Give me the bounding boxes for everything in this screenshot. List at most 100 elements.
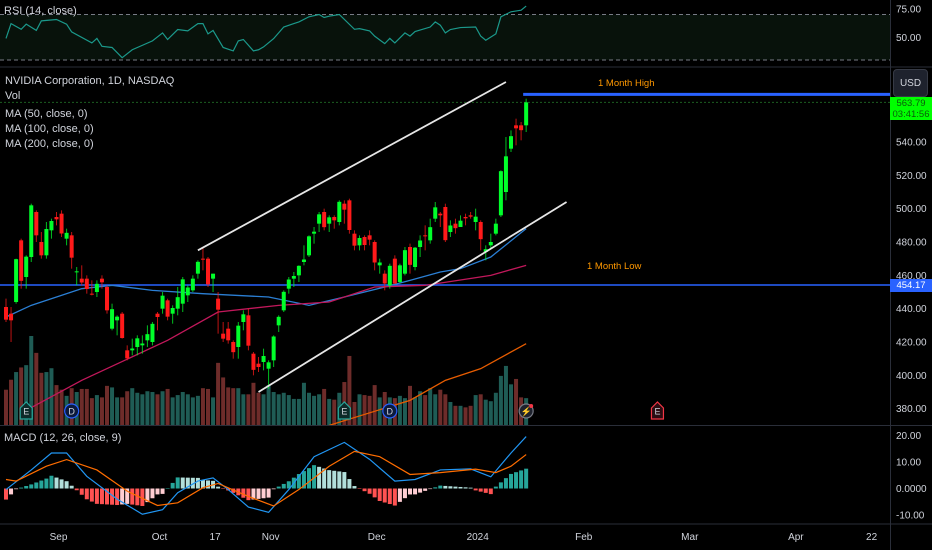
event-earnings[interactable]: E [337,401,351,420]
candle[interactable] [216,292,221,334]
candle[interactable] [402,247,407,276]
ma100-legend[interactable]: MA (100, close, 0) [5,123,94,135]
candle[interactable] [312,227,317,244]
candle[interactable] [94,280,99,298]
candle[interactable] [165,298,170,321]
candle[interactable] [286,277,291,294]
candle[interactable] [443,203,448,243]
currency-button[interactable]: USD [893,69,928,97]
candle[interactable] [99,275,104,289]
candle[interactable] [453,218,458,234]
candle[interactable] [241,310,246,331]
candle[interactable] [428,218,433,244]
candle[interactable] [180,277,185,313]
candle[interactable] [509,130,513,153]
candle[interactable] [382,270,387,291]
candle[interactable] [503,136,508,201]
event-dividend[interactable]: D [64,403,80,419]
candle[interactable] [115,315,120,336]
candle[interactable] [170,305,175,324]
candle[interactable] [211,273,216,293]
candle[interactable] [266,360,271,389]
candle[interactable] [89,280,94,296]
candle[interactable] [301,245,306,266]
candle[interactable] [367,230,372,246]
candle[interactable] [69,232,74,269]
candle[interactable] [84,275,89,294]
candle[interactable] [498,170,503,218]
event-dividend[interactable]: D [382,403,398,419]
candle[interactable] [160,292,165,314]
candle[interactable] [493,218,498,236]
candle[interactable] [408,243,412,274]
candle[interactable] [130,338,135,356]
ma50-legend[interactable]: MA (50, close, 0) [5,108,88,120]
rsi-legend[interactable]: RSI (14, close) [4,5,77,17]
candle[interactable] [236,322,241,359]
candle[interactable] [79,265,84,286]
candle[interactable] [372,240,377,271]
candle[interactable] [206,257,210,288]
candle[interactable] [347,198,352,234]
candle[interactable] [221,322,226,343]
candle[interactable] [195,260,200,279]
candle[interactable] [175,287,180,316]
candle[interactable] [281,290,286,313]
ma200-legend[interactable]: MA (200, close, 0) [5,138,94,150]
candle[interactable] [185,285,190,303]
candle[interactable] [14,258,19,304]
candle[interactable] [140,335,145,354]
candle[interactable] [105,285,109,314]
candle[interactable] [39,232,44,259]
trendline-0[interactable] [197,81,507,252]
month-low-label[interactable]: 1 Month Low [587,261,642,272]
candle[interactable] [251,352,256,376]
candle[interactable] [24,255,29,289]
candle[interactable] [271,335,276,368]
candle[interactable] [357,235,362,251]
event-news-flash[interactable]: ⚡ [518,403,534,419]
candle[interactable] [514,118,519,146]
candle[interactable] [246,308,251,351]
candle[interactable] [59,210,64,238]
candle[interactable] [473,208,478,231]
candle[interactable] [463,213,468,226]
candle[interactable] [327,215,332,233]
candle[interactable] [519,121,524,141]
candle[interactable] [377,258,382,274]
candle[interactable] [9,307,14,343]
candle[interactable] [155,312,160,331]
candle[interactable] [44,222,49,259]
candle[interactable] [478,220,483,251]
candle[interactable] [418,235,423,258]
candle[interactable] [317,212,322,233]
candle[interactable] [332,215,337,229]
candle[interactable] [296,265,301,283]
candle[interactable] [120,312,125,339]
candle[interactable] [322,208,327,231]
macd-legend[interactable]: MACD (12, 26, close, 9) [4,432,122,444]
candle[interactable] [291,272,296,288]
candle[interactable] [19,238,24,289]
candle[interactable] [4,298,8,323]
candle[interactable] [125,345,130,361]
candle[interactable] [342,200,347,224]
candle[interactable] [397,263,402,284]
candle[interactable] [49,218,54,239]
candle[interactable] [423,225,428,251]
candle[interactable] [34,210,39,243]
candle[interactable] [190,275,195,293]
candle[interactable] [352,230,357,251]
candle[interactable] [150,322,155,346]
candle[interactable] [256,357,261,373]
candle[interactable] [387,263,392,289]
candle[interactable] [276,315,281,333]
candle[interactable] [524,98,529,132]
symbol-title[interactable]: NVIDIA Corporation, 1D, NASDAQ [5,75,175,87]
candle[interactable] [110,303,115,331]
candle[interactable] [261,348,266,371]
candle[interactable] [458,215,463,228]
trendline-1[interactable] [258,201,568,393]
event-upcoming-earnings[interactable]: E [650,401,665,420]
